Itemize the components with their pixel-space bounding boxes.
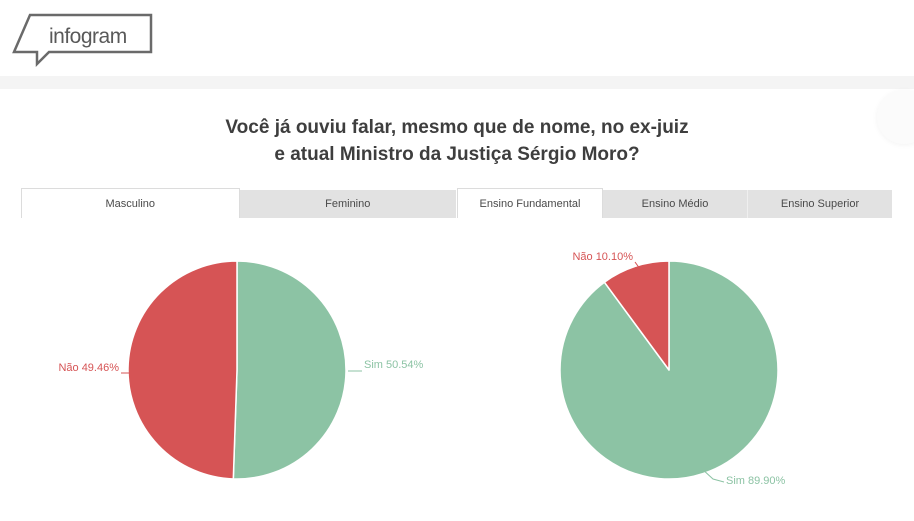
pie-1-leader-line-nao (634, 261, 644, 274)
pie-0-slice-sim[interactable] (232, 260, 347, 480)
infogram-logo[interactable]: infogram (0, 0, 170, 70)
pie-1-label-nao: Não 10.10% (572, 251, 633, 263)
speech-bubble-shape (12, 13, 153, 68)
tab-masculino[interactable]: Masculino (21, 188, 240, 218)
pie-charts-canvas: Sim 50.54% Não 49.46% Sim 89.90% Não 10.10% (58, 251, 786, 487)
pie-0-label-sim: Sim 50.54% (364, 359, 424, 371)
tab-ensino-superior[interactable]: Ensino Superior (747, 190, 892, 218)
pie-1-label-sim: Sim 89.90% (726, 475, 786, 487)
infogram-logo-svg: infogram (12, 13, 153, 68)
site-header: infogram (0, 0, 914, 76)
pie-0-label-nao: Não 49.46% (58, 362, 119, 374)
share-floating-button[interactable] (877, 90, 914, 144)
tab-feminino[interactable]: Feminino (239, 190, 456, 218)
header-divider-bar (0, 76, 914, 89)
tab-group-gender: Masculino Feminino (21, 188, 456, 218)
pie-1-leader-line-sim (700, 467, 725, 483)
tab-group-education: Ensino Fundamental Ensino Médio Ensino S… (457, 188, 892, 218)
chart-title-line1: Você já ouviu falar, mesmo que de nome, … (225, 117, 689, 138)
chart-title: Você já ouviu falar, mesmo que de nome, … (0, 114, 914, 168)
pie-1-slice-nao[interactable] (603, 260, 670, 371)
tab-ensino-medio[interactable]: Ensino Médio (603, 190, 747, 218)
pie-0-slice-nao[interactable] (127, 260, 238, 480)
chart-title-line2: e atual Ministro da Justiça Sérgio Moro? (274, 144, 640, 165)
tab-ensino-fundamental[interactable]: Ensino Fundamental (457, 188, 603, 218)
pie-1-slice-sim[interactable] (559, 260, 779, 480)
logo-text: infogram (49, 25, 127, 48)
